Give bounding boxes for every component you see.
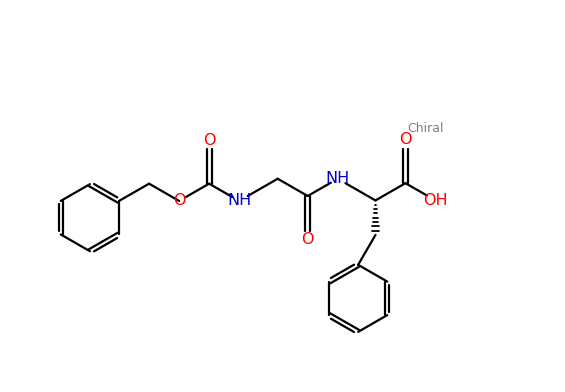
Text: O: O [173, 193, 185, 209]
Text: NH: NH [325, 171, 350, 186]
Text: O: O [399, 132, 412, 147]
Text: OH: OH [423, 193, 448, 208]
Text: Chiral: Chiral [407, 122, 444, 136]
Text: O: O [203, 133, 215, 148]
Text: O: O [302, 232, 314, 247]
Text: NH: NH [227, 193, 251, 209]
